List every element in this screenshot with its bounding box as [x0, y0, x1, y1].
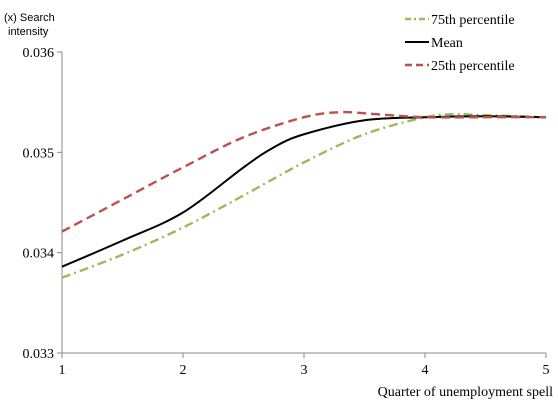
series-layer [61, 110, 547, 279]
y-axis-label-line-2: intensity [8, 26, 49, 38]
legend-label-75th: 75th percentile [431, 13, 515, 28]
y-tick-label: 0.033 [23, 347, 55, 362]
x-tick-label: 2 [180, 363, 187, 378]
axes: 0.033 0.034 0.035 0.036 1 2 3 4 5 [23, 46, 550, 378]
series-line-mean [61, 115, 547, 268]
x-axis-label: Quarter of unemployment spell [378, 385, 553, 400]
y-ticks: 0.033 0.034 0.035 0.036 [23, 46, 62, 362]
legend: 75th percentile Mean 25th percentile [405, 13, 515, 74]
series-line-75th-percentile [61, 112, 547, 279]
legend-label-25th: 25th percentile [431, 59, 515, 74]
y-tick-label: 0.035 [23, 146, 55, 161]
x-tick-label: 4 [422, 363, 429, 378]
x-tick-label: 1 [59, 363, 66, 378]
legend-item-mean: Mean [405, 36, 463, 51]
x-tick-label: 3 [301, 363, 308, 378]
y-axis-label-line-1: (x) Search [4, 12, 55, 24]
x-tick-label: 5 [543, 363, 550, 378]
x-ticks: 1 2 3 4 5 [59, 353, 550, 378]
legend-label-mean: Mean [431, 36, 463, 51]
y-tick-label: 0.034 [23, 247, 55, 262]
y-tick-label: 0.036 [23, 46, 55, 61]
legend-item-25th: 25th percentile [405, 59, 515, 74]
legend-item-75th: 75th percentile [405, 13, 515, 28]
series-line-25th-percentile [61, 110, 546, 233]
